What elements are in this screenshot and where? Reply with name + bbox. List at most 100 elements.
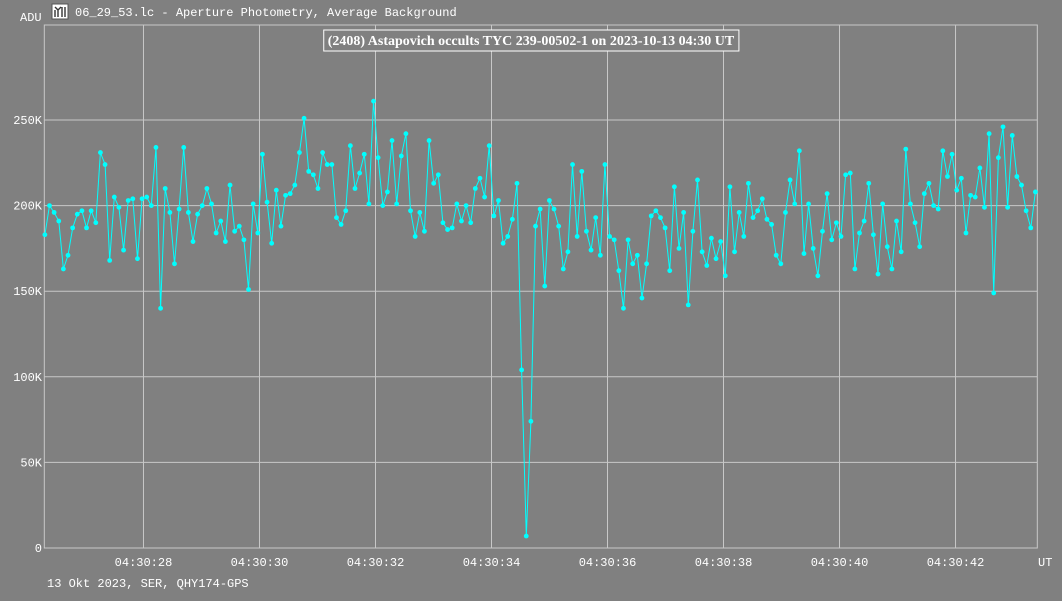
x-tick-label: 04:30:30	[231, 556, 289, 570]
data-point	[820, 228, 825, 234]
data-point	[74, 211, 80, 217]
window-icon	[51, 3, 69, 20]
data-point	[148, 203, 154, 209]
data-point	[560, 266, 566, 272]
data-point	[708, 235, 714, 241]
data-point	[139, 196, 145, 202]
y-tick-label: 150K	[13, 285, 43, 299]
x-tick-label: 04:30:32	[347, 556, 405, 570]
data-point	[111, 194, 117, 200]
data-point	[375, 155, 381, 161]
data-point	[546, 198, 552, 203]
data-point	[537, 206, 543, 212]
data-point	[783, 210, 788, 215]
data-point	[894, 218, 899, 224]
data-point	[528, 418, 534, 424]
data-point	[699, 249, 705, 255]
data-point	[658, 215, 663, 220]
data-point	[246, 287, 251, 292]
data-point	[102, 162, 108, 167]
data-point	[963, 230, 969, 236]
data-point	[199, 203, 205, 209]
x-tick-label: 04:30:34	[463, 556, 521, 570]
data-point	[1032, 189, 1038, 195]
data-point	[662, 225, 668, 231]
data-point	[491, 213, 497, 219]
data-point	[898, 249, 904, 255]
data-point	[630, 261, 636, 267]
data-point	[162, 186, 168, 191]
data-point	[852, 266, 858, 272]
data-point	[889, 266, 895, 272]
data-point	[829, 237, 835, 243]
data-point	[250, 201, 256, 207]
data-point	[861, 218, 867, 224]
data-point	[320, 150, 325, 155]
y-tick-label: 200K	[13, 200, 43, 214]
data-point	[236, 223, 242, 229]
data-point	[227, 182, 233, 188]
data-point	[884, 244, 890, 250]
data-point	[1023, 208, 1029, 214]
data-point	[1005, 204, 1011, 210]
data-point	[676, 246, 682, 251]
data-point	[153, 145, 159, 150]
data-point	[371, 98, 376, 104]
data-point	[519, 367, 525, 373]
data-point	[357, 170, 363, 176]
y-axis-label: ADU	[20, 11, 42, 25]
data-point	[185, 210, 191, 215]
data-point	[459, 218, 464, 224]
data-point	[570, 162, 575, 167]
data-point	[47, 203, 52, 209]
data-point	[792, 201, 798, 207]
data-point	[51, 210, 57, 215]
window-title: 06_29_53.lc - Aperture Photometry, Avera…	[75, 6, 457, 20]
data-point	[269, 240, 275, 246]
x-tick-label: 04:30:36	[579, 556, 637, 570]
data-point	[42, 232, 48, 238]
data-point	[954, 187, 960, 193]
x-tick-label: 04:30:28	[115, 556, 173, 570]
data-point	[759, 196, 765, 202]
data-point	[297, 150, 302, 155]
y-tick-label: 100K	[13, 371, 43, 385]
data-point	[334, 215, 339, 220]
data-point	[736, 210, 742, 215]
data-point	[921, 191, 927, 197]
data-point	[579, 168, 585, 174]
data-point	[690, 228, 696, 234]
data-point	[523, 533, 529, 539]
data-point	[750, 215, 756, 220]
data-point	[634, 252, 640, 258]
data-point	[260, 151, 265, 157]
series-line	[44, 101, 1036, 537]
chart-title: (2408) Astapovich occults TYC 239-00502-…	[328, 34, 735, 49]
data-point	[222, 239, 228, 244]
data-point	[806, 201, 811, 207]
data-point	[903, 146, 909, 152]
data-point	[815, 273, 821, 279]
data-point	[514, 180, 520, 186]
data-point	[468, 220, 474, 226]
data-point	[56, 218, 62, 224]
plot-area-border	[43, 24, 1038, 549]
x-tick-label: 04:30:40	[811, 556, 869, 570]
data-point	[1000, 124, 1006, 130]
data-point	[1019, 182, 1024, 188]
data-point	[135, 256, 140, 262]
data-point	[588, 247, 594, 253]
data-point	[722, 273, 728, 279]
data-point	[949, 151, 955, 157]
data-point	[190, 239, 196, 244]
data-point	[704, 263, 710, 268]
data-point	[477, 175, 483, 181]
data-point	[1028, 225, 1034, 231]
data-point	[301, 115, 307, 121]
data-point	[796, 148, 802, 154]
data-point	[264, 199, 270, 205]
data-point	[232, 228, 238, 234]
data-point	[403, 131, 409, 137]
data-point	[908, 201, 913, 207]
data-point	[533, 223, 538, 229]
